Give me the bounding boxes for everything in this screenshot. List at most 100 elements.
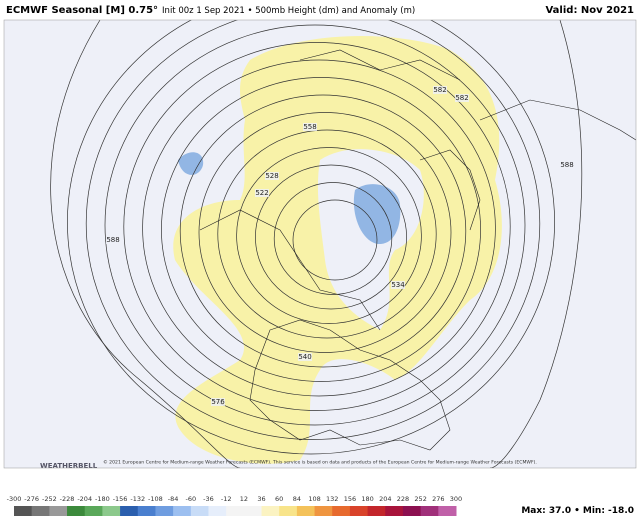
contour-label-bg	[455, 94, 469, 102]
map-frame	[3, 19, 637, 469]
valid: Valid: Nov 2021	[545, 5, 634, 16]
contour-label: 558	[303, 123, 316, 131]
negative-anomaly	[178, 152, 204, 175]
stats: Max: 37.0 • Min: -18.0	[521, 506, 634, 516]
contour	[273, 182, 393, 295]
colorbar-swatch	[120, 506, 139, 516]
contour-label: 528	[265, 172, 278, 180]
colorbar-swatch	[14, 506, 33, 516]
contour	[142, 59, 496, 397]
colorbar-swatch	[367, 506, 386, 516]
contour-label: 582	[433, 86, 446, 94]
colorbar-swatch	[438, 506, 457, 516]
contour-label-bg	[560, 161, 574, 169]
colorbar-swatch	[67, 506, 86, 516]
colorbar-swatch	[296, 506, 316, 516]
colorbar-label: -300	[7, 495, 22, 503]
colorbar-swatch	[243, 506, 263, 516]
colorbar-label: 252	[414, 495, 426, 503]
contour-label-bg	[298, 353, 312, 361]
contour-label-bg	[391, 281, 405, 289]
contour-label-bg	[106, 236, 120, 244]
contour-label-bg	[265, 172, 279, 180]
colorbar-label: 204	[379, 495, 391, 503]
colorbar-label: -276	[24, 495, 39, 503]
contour-label-bg	[211, 398, 225, 406]
colorbar-label: 84	[293, 495, 301, 503]
contour-label: 588	[560, 161, 573, 169]
contour-label-bg	[303, 123, 317, 131]
contour	[67, 20, 555, 455]
contour-label: 540	[298, 353, 311, 361]
colorbar-label: -204	[77, 495, 92, 503]
colorbar-label: 36	[257, 495, 265, 503]
contour	[198, 112, 452, 353]
contour-label: 588	[106, 236, 119, 244]
colorbar-label: -132	[130, 495, 145, 503]
colorbar-swatch	[402, 506, 422, 516]
colorbar-label: 132	[326, 495, 338, 503]
stat-sep: •	[574, 506, 580, 516]
colorbar-label: 60	[275, 495, 283, 503]
contour	[489, 20, 583, 468]
colorbar-label: -60	[185, 495, 196, 503]
contour-label: 522	[255, 189, 268, 197]
contour-label-bg	[433, 86, 447, 94]
colorbar-label: 180	[361, 495, 373, 503]
contour-labels: 582 558 528 522 588 588 540 576 534 582	[106, 86, 574, 406]
contour	[292, 199, 378, 281]
colorbar-label: -108	[148, 495, 163, 503]
colorbar-swatch	[137, 506, 156, 516]
contour	[50, 20, 241, 468]
contour	[179, 94, 467, 368]
colorbar-label: 108	[308, 495, 320, 503]
colorbar-label: -252	[42, 495, 57, 503]
colorbar-swatch	[279, 506, 298, 516]
colorbar-label: -36	[203, 495, 214, 503]
colorbar-swatch	[208, 506, 227, 516]
colorbar-swatch	[314, 506, 333, 516]
colorbar-label: -12	[221, 495, 232, 503]
colorbar-swatch	[332, 506, 351, 516]
colorbar-swatch	[173, 506, 192, 516]
colorbar-label: -156	[113, 495, 128, 503]
contour	[104, 24, 526, 426]
contour-label-bg	[255, 189, 269, 197]
colorbar-label: -228	[60, 495, 75, 503]
colorbar-swatch	[190, 506, 209, 516]
credit: © 2021 European Centre for Medium-range …	[103, 459, 537, 466]
colorbar-label: 228	[397, 495, 409, 503]
stat-max: Max: 37.0	[521, 506, 571, 516]
contour	[161, 77, 481, 382]
colorbar-swatch	[84, 506, 103, 516]
contours	[50, 20, 583, 468]
contour	[85, 20, 541, 440]
colorbar-swatch	[420, 506, 439, 516]
contour-label: 534	[391, 281, 405, 289]
subtitle: Init 00z 1 Sep 2021 • 500mb Height (dm) …	[162, 6, 415, 16]
title: ECMWF Seasonal [M] 0.75° Init 00z 1 Sep 2…	[6, 5, 415, 16]
map: 582 558 528 522 588 588 540 576 534 582 WEATHERBE…	[4, 20, 636, 470]
colorbar-swatch	[155, 506, 174, 516]
stat-min: Min: -18.0	[583, 506, 634, 516]
contour	[217, 129, 437, 339]
coastlines	[199, 49, 636, 451]
colorbar-label: -180	[95, 495, 110, 503]
colorbar-swatch	[49, 506, 68, 516]
colorbar-label: 12	[240, 495, 248, 503]
title-main: ECMWF Seasonal [M] 0.75°	[6, 5, 158, 16]
contour	[236, 147, 422, 324]
negative-anomaly	[353, 184, 401, 245]
contour-label: 582	[455, 94, 468, 102]
colorbar-swatch	[261, 506, 280, 516]
contour-label: 576	[211, 398, 225, 406]
contour	[123, 42, 511, 411]
colorbar-label: -84	[168, 495, 179, 503]
colorbar-label: 156	[344, 495, 356, 503]
colorbar-swatch	[385, 506, 404, 516]
logo: WEATHERBELL	[40, 462, 98, 470]
colorbar-swatch	[31, 506, 50, 516]
colorbar-label: 276	[432, 495, 444, 503]
colorbar: -300 -276 -252 -228 -204 -180 -156 -132 -108 -84-…	[7, 495, 462, 516]
